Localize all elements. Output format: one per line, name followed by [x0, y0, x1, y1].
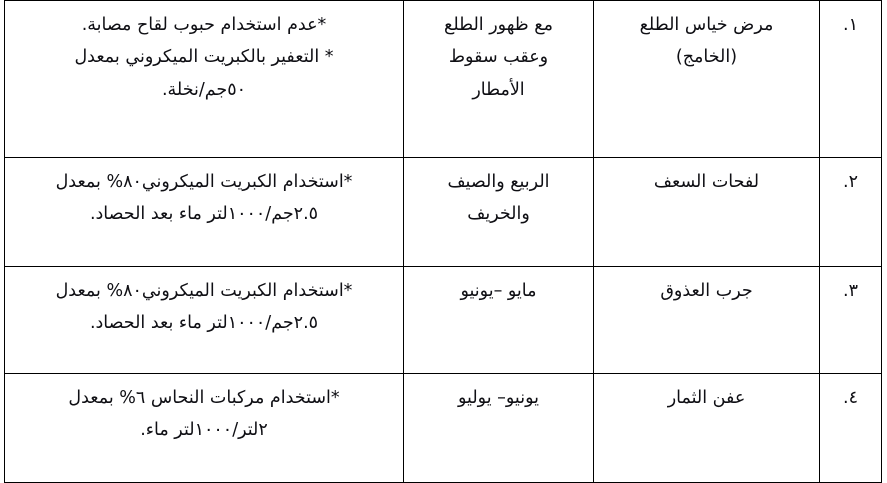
control-method-line-1: *استخدام الكبريت الميكروني٨٠% بمعدل: [55, 172, 353, 192]
control-method-cell: *عدم استخدام حبوب لقاح مصابة. * التعفير …: [4, 0, 404, 158]
table-row: ١. مرض خياس الطلع (الخامج) مع ظهور الطلع…: [4, 0, 882, 158]
disease-name-cell: لفحات السعف: [593, 157, 820, 267]
row-index-cell: ٣.: [819, 266, 882, 374]
row-index-cell: ٤.: [819, 373, 882, 483]
treatment-time-line-1: مع ظهور الطلع: [444, 15, 553, 35]
treatment-time-line-1: الربيع والصيف: [447, 172, 550, 192]
disease-control-table: ١. مرض خياس الطلع (الخامج) مع ظهور الطلع…: [4, 0, 882, 483]
disease-name-cell: جرب العذوق: [593, 266, 820, 374]
disease-name-line-1: لفحات السعف: [653, 172, 760, 192]
control-method-line-2: ٢.٥جم/١٠٠٠لتر ماء بعد الحصاد.: [89, 204, 319, 225]
row-index-text: ٣.: [843, 281, 858, 301]
control-method-line-2: ٢.٥جم/١٠٠٠لتر ماء بعد الحصاد.: [89, 313, 319, 334]
control-method-line-2: * التعفير بالكبريت الميكروني بمعدل: [74, 47, 334, 68]
row-index-text: ١.: [843, 15, 858, 35]
treatment-time-cell: الربيع والصيف والخريف: [403, 157, 594, 267]
treatment-time-line-2: والخريف: [467, 204, 530, 225]
row-index-text: ٤.: [843, 388, 858, 408]
treatment-time-line-1: يونيو– يوليو: [458, 388, 539, 408]
disease-name-line-1: مرض خياس الطلع: [639, 15, 774, 35]
treatment-time-cell: يونيو– يوليو: [403, 373, 594, 483]
treatment-time-line-1: مايو –يونيو: [460, 281, 537, 301]
control-method-cell: *استخدام الكبريت الميكروني٨٠% بمعدل ٢.٥ج…: [4, 266, 404, 374]
control-method-line-3: ٥٠جم/نخلة.: [161, 79, 247, 100]
disease-name-line-1: جرب العذوق: [660, 281, 753, 301]
control-method-line-1: *عدم استخدام حبوب لقاح مصابة.: [81, 15, 327, 35]
control-method-line-1: *استخدام الكبريت الميكروني٨٠% بمعدل: [55, 281, 353, 301]
disease-name-cell: عفن الثمار: [593, 373, 820, 483]
control-method-cell: *استخدام الكبريت الميكروني٨٠% بمعدل ٢.٥ج…: [4, 157, 404, 267]
disease-name-cell: مرض خياس الطلع (الخامج): [593, 0, 820, 158]
row-index-text: ٢.: [843, 172, 858, 192]
treatment-time-line-3: الأمطار: [472, 79, 525, 100]
treatment-time-cell: مع ظهور الطلع وعقب سقوط الأمطار: [403, 0, 594, 158]
table-row: ٢. لفحات السعف الربيع والصيف والخريف *اس…: [4, 157, 882, 267]
treatment-time-line-2: وعقب سقوط: [448, 47, 549, 68]
control-method-line-2: ٢لتر/١٠٠٠لتر ماء.: [140, 420, 268, 441]
treatment-time-cell: مايو –يونيو: [403, 266, 594, 374]
disease-name-line-1: عفن الثمار: [667, 388, 746, 408]
row-index-cell: ٢.: [819, 157, 882, 267]
table-row: ٣. جرب العذوق مايو –يونيو *استخدام الكبر…: [4, 266, 882, 374]
disease-name-line-2: (الخامج): [675, 47, 738, 68]
control-method-cell: *استخدام مركبات النحاس ٦% بمعدل ٢لتر/١٠٠…: [4, 373, 404, 483]
document-page: ١. مرض خياس الطلع (الخامج) مع ظهور الطلع…: [4, 0, 882, 483]
table-row: ٤. عفن الثمار يونيو– يوليو *استخدام مركب…: [4, 373, 882, 483]
control-method-line-1: *استخدام مركبات النحاس ٦% بمعدل: [68, 388, 340, 408]
row-index-cell: ١.: [819, 0, 882, 158]
